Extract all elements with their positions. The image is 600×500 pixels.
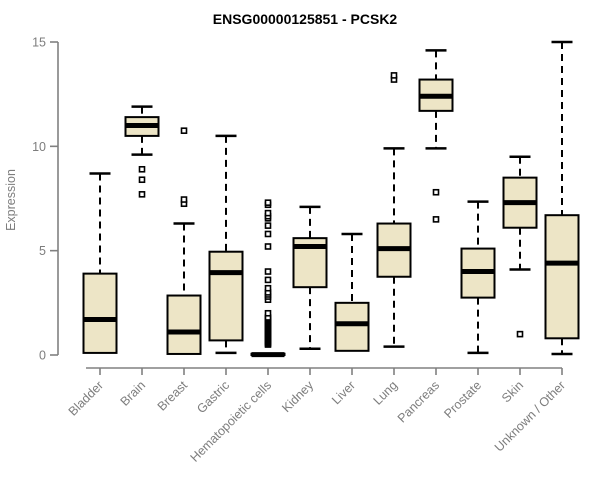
boxplot-kidney	[292, 205, 328, 350]
box-series	[82, 40, 580, 358]
boxplot-prostate	[460, 200, 496, 355]
x-category-label: Hematopoietic cells	[188, 378, 275, 465]
x-category-label: Breast	[155, 378, 191, 414]
x-category-label: Unknown / Other	[492, 378, 568, 454]
outlier-point	[138, 165, 146, 173]
x-category-label: Gastric	[194, 378, 232, 416]
outlier-point	[264, 276, 272, 284]
outlier-point	[264, 284, 272, 292]
iqr-box	[166, 294, 202, 355]
boxplot-gastric	[208, 134, 244, 355]
y-axis-title: Expression	[4, 169, 18, 231]
x-category-label: Liver	[329, 378, 358, 407]
x-category-label: Brain	[118, 378, 149, 409]
outlier-point	[432, 188, 440, 196]
boxplot-pancreas	[418, 49, 454, 223]
outlier-point	[264, 199, 272, 206]
chart-title: ENSG00000125851 - PCSK2	[213, 11, 398, 27]
boxplot-hematopoietic-cells	[250, 199, 286, 358]
x-category-label: Prostate	[441, 378, 484, 421]
outlier-point	[432, 216, 440, 223]
iqr-box	[208, 250, 244, 342]
outlier-point	[390, 72, 398, 79]
x-category-label: Bladder	[66, 378, 106, 418]
outlier-point	[516, 330, 524, 338]
outlier-point	[264, 230, 272, 238]
x-category-label: Pancreas	[395, 378, 442, 425]
x-category-label: Lung	[371, 378, 401, 408]
outlier-point	[264, 209, 272, 217]
outlier-point	[264, 222, 272, 229]
boxplot-bladder	[82, 172, 118, 354]
outlier-point	[264, 243, 272, 250]
outlier-point	[138, 191, 146, 198]
outlier-point	[180, 196, 188, 203]
y-tick-label: 0	[39, 349, 46, 363]
y-tick-label: 10	[32, 140, 46, 154]
iqr-box	[544, 214, 580, 340]
boxplot-breast	[166, 127, 202, 355]
x-category-label: Kidney	[279, 378, 316, 415]
outlier-point	[138, 176, 146, 184]
y-tick-label: 5	[39, 244, 46, 258]
boxplot-skin	[502, 155, 538, 338]
boxplot-unknown-other	[544, 40, 580, 356]
iqr-box	[82, 272, 118, 354]
iqr-box	[334, 301, 370, 352]
boxplot-liver	[334, 232, 370, 352]
outlier-point	[264, 309, 272, 317]
outlier-point	[264, 268, 272, 275]
boxplot-lung	[376, 72, 412, 348]
x-category-label: Skin	[499, 378, 526, 405]
boxplot-brain	[124, 105, 160, 198]
outlier-point	[180, 127, 188, 134]
y-tick-label: 15	[32, 36, 46, 50]
